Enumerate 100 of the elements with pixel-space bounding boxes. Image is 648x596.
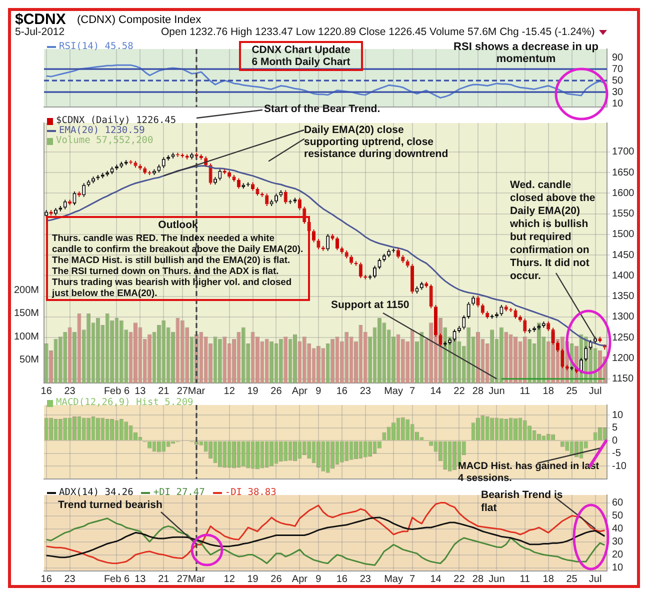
y-tick-label: 1200 [612,352,635,364]
x-tick-label: 14 [430,386,442,397]
x-tick-label: 22 [454,574,466,585]
y-tick-label: 70 [612,64,624,75]
x-tick-label: 28 [472,574,484,585]
x-tick-label: Jul [588,574,602,585]
y-tick-label: 10 [612,98,624,110]
text: 5-Jul-2012 [15,26,65,38]
x-tick-label: 23 [360,574,372,585]
annotation: Outlook [157,219,199,232]
annotation: Wed. candle closed above the Daily EMA(20) which is bullish but required confirmation on Thurs. It did not occur. [510,179,596,282]
x-tick-label: 25 [566,574,578,585]
x-tick-label: 21 [158,574,170,585]
x-tick-label: 9 [316,574,322,585]
legend-label: +DI 27.47 [153,487,205,498]
annotation: Daily EMA(20) close supporting uptrend, close resistance during downtrend [304,124,448,160]
y-tick-label: -5 [612,448,622,460]
y-tick-label: 60 [612,498,624,509]
legend-label: RSI(14) 45.58 [59,41,134,52]
x-tick-label: Mar [188,574,206,585]
y-tick-label: 1300 [612,312,635,323]
y2-tick-label: 50M [20,354,39,366]
y-tick-label: 50 [612,75,624,86]
x-tick-label: 27 [176,574,188,585]
y2-tick-label: 150M [14,308,39,320]
x-tick-label: Jun [488,574,505,585]
x-tick-label: 18 [542,574,554,585]
y-tick-label: 50 [612,510,624,522]
x-tick-label: 21 [158,386,170,397]
legend-label: MACD(12,26,9) Hist 5.209 [56,397,194,408]
annotation: Start of the Bear Trend. [264,103,380,115]
y-tick-label: -10 [612,460,627,472]
y-tick-label: 5 [612,422,618,434]
x-tick-label: 7 [410,574,416,585]
x-tick-label: 11 [520,574,531,585]
x-tick-label: 27 [176,386,188,397]
y2-tick-label: 200M [14,284,39,296]
x-tick-label: Jul [588,386,602,397]
annotation: Support at 1150 [331,299,410,311]
x-tick-label: 18 [542,386,554,397]
x-tick-label: 26 [270,386,282,397]
x-tick-label: Jun [488,386,505,397]
text: Open 1232.76 High 1233.47 Low 1220.89 Close 1226.45 Volume 57.6M Chg -15.45 (-1.24%) [161,26,595,38]
x-tick-label: 16 [40,574,52,585]
x-tick-label: 23 [64,574,76,585]
annotation: RSI shows a decrease in up momentum [454,41,598,65]
x-tick-label: 23 [360,386,372,397]
y-tick-label: 1450 [612,250,635,261]
x-tick-label: 13 [134,386,146,397]
x-tick-label: 7 [410,386,416,397]
x-tick-label: 23 [64,386,76,397]
y-tick-label: 20 [612,550,624,561]
x-tick-label: May [384,386,403,397]
annotation: CDNX Chart Update 6 Month Daily Chart [252,44,350,68]
y-tick-label: 1550 [612,208,635,220]
x-tick-label: 25 [566,386,578,397]
x-tick-label: 9 [316,386,322,397]
y-tick-label: 40 [612,524,624,535]
x-tick-label: 12 [224,574,236,585]
y-tick-label: 90 [612,52,624,64]
x-tick-label: 11 [520,386,531,397]
legend-label: ADX(14) 34.26 [59,487,134,498]
x-tick-label: 28 [472,386,484,397]
y-tick-label: 30 [612,86,624,98]
y-tick-label: 1650 [612,167,635,178]
x-tick-label: Apr [292,386,308,397]
y-tick-label: 10 [612,410,624,421]
chart-subtitle: (CDNX) Composite Index [77,13,202,27]
x-tick-label: 19 [247,386,259,397]
annotation: Trend turned bearish [58,499,162,511]
y-tick-label: 1600 [612,188,635,199]
x-tick-label: Mar [188,386,206,397]
y-tick-label: 1700 [612,146,635,158]
y-tick-label: 30 [612,536,624,548]
y-tick-label: 1350 [612,291,635,302]
x-tick-label: 12 [224,386,236,397]
legend-label: $CDNX (Daily) 1226.45 [56,115,176,126]
x-tick-label: 16 [336,574,348,585]
y-tick-label: 1400 [612,270,635,282]
y-tick-label: 1150 [612,374,634,385]
legend-label: EMA(20) 1230.59 [59,125,145,136]
y2-tick-label: 100M [14,331,39,342]
x-tick-label: Feb 6 [104,386,130,397]
y-tick-label: 1500 [612,229,635,240]
x-tick-label: 14 [430,574,442,585]
x-tick-label: 16 [40,386,52,397]
x-tick-label: Feb 6 [104,574,130,585]
x-tick-label: Apr [292,574,308,585]
chart-title: $CDNX [15,11,66,28]
x-tick-label: 26 [270,574,282,585]
y-tick-label: 1250 [612,332,635,344]
y-tick-label: 10 [612,562,624,574]
annotation: Bearish Trend is flat [481,489,563,514]
x-tick-label: 22 [454,386,466,397]
y-tick-label: 0 [612,435,618,446]
x-tick-label: 16 [336,386,348,397]
x-tick-label: 19 [247,574,259,585]
legend-label: Volume 57,552,200 [56,135,154,146]
legend-label: -DI 38.83 [224,487,276,498]
x-tick-label: May [384,574,403,585]
